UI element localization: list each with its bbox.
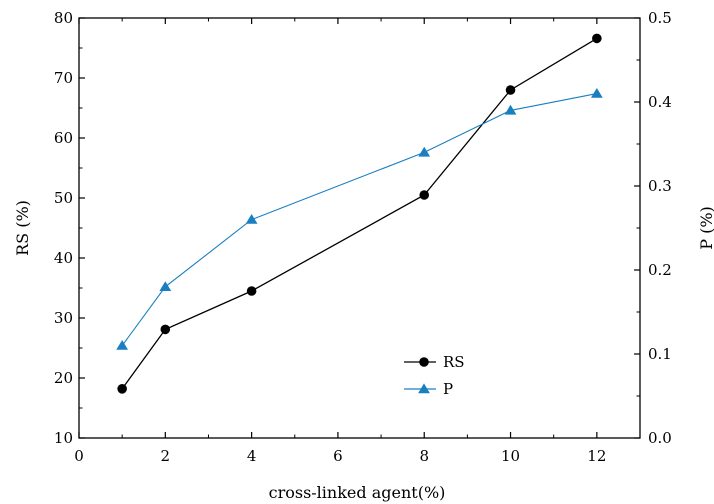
data-point-P xyxy=(590,88,603,98)
y2-tick-label: 0.5 xyxy=(648,9,672,27)
x-tick-label: 8 xyxy=(419,447,429,465)
x-tick-label: 2 xyxy=(161,447,171,465)
data-point-P xyxy=(418,146,431,157)
x-tick-label: 12 xyxy=(587,447,606,465)
data-point-RS xyxy=(419,190,430,200)
y-tick-label: 20 xyxy=(54,369,73,387)
legend: RS P xyxy=(404,353,465,398)
x-tick-label: 10 xyxy=(501,447,520,465)
data-point-RS xyxy=(592,33,602,44)
x-axis-label: cross-linked agent(%) xyxy=(269,483,446,502)
data-point-P xyxy=(504,104,517,115)
y-tick-label: 30 xyxy=(54,309,73,327)
data-point-P xyxy=(116,340,129,350)
legend-marker-RS xyxy=(419,357,429,367)
y-axis-label: RS (%) xyxy=(13,200,32,256)
series-layer xyxy=(116,33,603,394)
ticks-layer: 0 2 4 6 8 10 12 10 20 30 40 50 60 70 80 0.0 0.1 0.2 0.3 0.4… xyxy=(54,9,672,465)
x-tick-label: 4 xyxy=(247,447,257,465)
data-point-RS xyxy=(246,286,257,296)
series-line-RS xyxy=(121,37,598,390)
data-point-P xyxy=(245,214,258,224)
y2-tick-label: 0.1 xyxy=(648,345,672,363)
data-point-RS xyxy=(117,384,127,394)
legend-label-P: P xyxy=(443,380,453,398)
y2-axis-label: P (%) xyxy=(697,206,714,250)
legend-label-RS: RS xyxy=(443,353,465,371)
series-line-P xyxy=(121,93,597,346)
legend-marker-P xyxy=(418,383,430,394)
x-tick-label: 0 xyxy=(74,447,84,465)
y2-tick-label: 0.3 xyxy=(648,177,672,195)
y-tick-label: 40 xyxy=(54,249,73,267)
y-tick-label: 60 xyxy=(54,129,73,147)
y-tick-label: 10 xyxy=(54,429,73,447)
data-point-RS xyxy=(505,85,516,95)
data-point-RS xyxy=(160,324,171,335)
y-tick-label: 70 xyxy=(54,69,73,87)
y2-tick-label: 0.4 xyxy=(648,93,672,111)
y-tick-label: 80 xyxy=(54,9,73,27)
y2-tick-label: 0.0 xyxy=(648,429,672,447)
data-point-P xyxy=(159,281,172,291)
x-tick-label: 6 xyxy=(333,447,343,465)
y2-tick-label: 0.2 xyxy=(648,261,672,279)
y-tick-label: 50 xyxy=(54,189,73,207)
plot-frame xyxy=(78,17,641,439)
